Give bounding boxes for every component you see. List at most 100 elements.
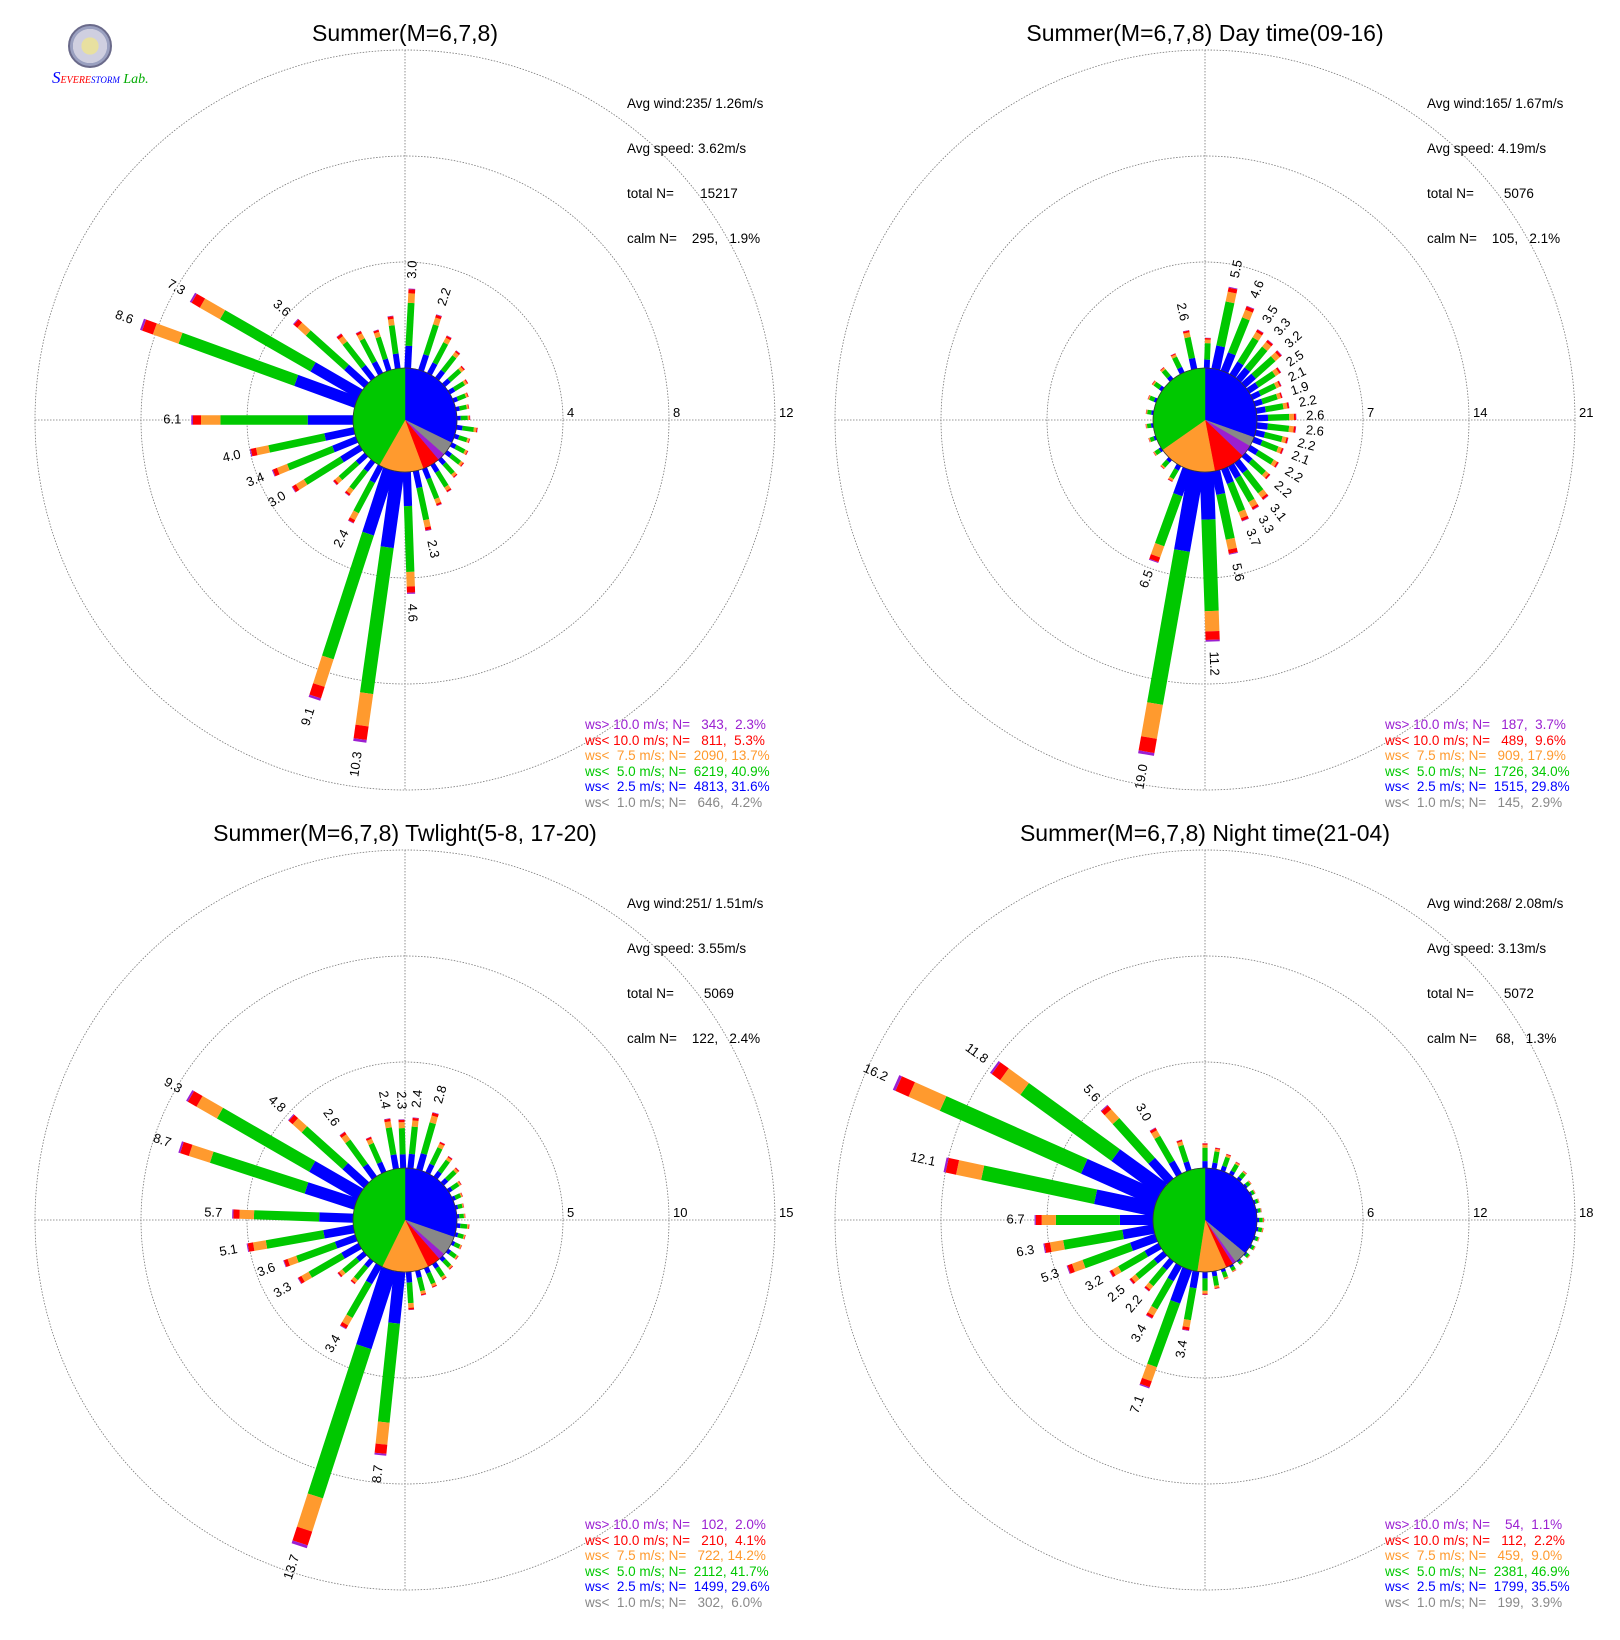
petal-value-label: 8.6	[113, 307, 135, 327]
petal: 3.7	[1221, 466, 1264, 549]
petal	[452, 392, 469, 403]
petal-segment-lt50	[1154, 448, 1162, 456]
chart-title: Summer(M=6,7,8) Day time(09-16)	[1026, 20, 1384, 46]
petal-segment-lt75	[1288, 425, 1294, 433]
petal-segment-lt75	[1232, 1269, 1237, 1272]
petal-segment-lt25	[1119, 1215, 1153, 1225]
petal-segment-lt25	[361, 364, 376, 381]
petal-segment-lt75	[374, 331, 381, 339]
petal-segment-lt10	[1257, 1237, 1260, 1242]
petal-segment-gt10	[943, 1157, 949, 1173]
petal-segment-lt25	[422, 467, 432, 480]
petal-value-label: 2.8	[430, 1084, 449, 1106]
avg-wind: Avg wind:268/ 2.08m/s	[1427, 896, 1564, 911]
petal-segment-lt50	[346, 1280, 372, 1318]
petal-segment-lt50	[1169, 468, 1179, 480]
petal	[1145, 409, 1154, 415]
petal: 2.6	[1256, 422, 1325, 439]
petal-segment-gt10	[1160, 466, 1164, 470]
petal-segment-lt50	[442, 462, 455, 475]
petal-segment-lt75	[443, 337, 451, 345]
petal-segment-lt10	[895, 1076, 915, 1097]
petal: 2.5	[1104, 1251, 1168, 1305]
petal-segment-lt50	[1202, 1278, 1208, 1291]
petal-segment-lt50	[1242, 469, 1264, 494]
petal	[449, 442, 469, 456]
petal-segment-lt10	[467, 404, 470, 409]
petal-segment-lt75	[342, 1314, 353, 1326]
petal-segment-lt50	[1244, 1252, 1250, 1258]
petal-segment-gt10	[249, 448, 253, 457]
petal-segment-lt25	[363, 459, 376, 472]
avg-wind: Avg wind:165/ 1.67m/s	[1427, 96, 1564, 111]
petal-segment-lt25	[423, 1266, 431, 1274]
petal-segment-lt25	[1250, 390, 1261, 400]
ring-tick-label: 6	[1367, 1205, 1374, 1220]
petal-segment-lt50	[305, 330, 349, 370]
petal-segment-lt75	[1168, 476, 1174, 482]
petal	[1220, 1153, 1232, 1172]
petals: 2.65.54.63.53.33.22.52.11.92.22.62.62.22…	[1131, 258, 1324, 790]
petals: 3.02.22.34.610.39.12.43.03.44.06.18.67.3…	[113, 260, 478, 778]
stats-block: Avg wind:251/ 1.51m/s Avg speed: 3.55m/s…	[627, 866, 763, 1076]
petal: 2.2	[1255, 392, 1318, 414]
petal-segment-lt25	[456, 1214, 460, 1219]
petal-segment-lt75	[1171, 354, 1177, 359]
petal-segment-lt50	[1263, 431, 1283, 443]
petal-segment-gt10	[308, 694, 321, 701]
petal-segment-lt10	[475, 427, 478, 433]
petal-segment-lt25	[369, 464, 384, 484]
petal-segment-lt75	[334, 476, 343, 484]
petal-segment-lt10	[469, 415, 471, 420]
petal-segment-lt75	[1252, 1189, 1256, 1194]
petal-segment-lt25	[310, 362, 363, 399]
petal-value-label: 5.6	[1080, 1081, 1103, 1104]
petal-segment-lt25	[1158, 385, 1165, 392]
petal-segment-gt10	[436, 503, 442, 507]
petal-segment-lt25	[382, 358, 392, 372]
petal-segment-lt25	[442, 378, 451, 387]
petal-segment-gt10	[1145, 424, 1147, 429]
petal-segment-gt10	[1148, 558, 1159, 563]
petal-segment-gt10	[455, 1167, 460, 1172]
petal-value-label: 16.2	[861, 1060, 890, 1084]
petal-segment-lt50	[1161, 369, 1171, 379]
petal-segment-gt10	[1182, 1329, 1190, 1331]
petal-segment-lt25	[1257, 1217, 1259, 1223]
petal-segment-lt10	[340, 1321, 349, 1329]
petal-value-label: 3.0	[1133, 1100, 1155, 1123]
petal-segment-lt10	[1279, 447, 1284, 454]
petal-segment-gt10	[1043, 1243, 1047, 1254]
petal: 3.3	[1228, 463, 1277, 536]
petal-segment-lt10	[1274, 461, 1279, 468]
petal-segment-lt25	[1081, 1158, 1161, 1207]
petal: 4.8	[266, 1092, 370, 1189]
petal-segment-lt10	[187, 1091, 203, 1107]
petal-segment-lt10	[1245, 306, 1255, 313]
petal-segment-lt50	[216, 1107, 316, 1172]
legend-entry-lt10ms: ws< 1.0 m/s; N= 199, 3.9%	[1385, 1594, 1563, 1610]
inner-pie	[352, 367, 458, 473]
petal-segment-lt75	[458, 1244, 462, 1250]
legend-entry-lt25: ws< 2.5 m/s; N= 1799, 35.5%	[1385, 1579, 1570, 1594]
petal-segment-lt75	[355, 692, 374, 727]
total-count: total N= 5072	[1427, 986, 1534, 1001]
pie-outline	[352, 367, 458, 473]
petal-segment-lt25	[415, 1269, 422, 1278]
petal-segment-lt50	[1201, 519, 1219, 612]
legend-entry-lt75: ws< 7.5 m/s; N= 909, 17.9%	[1385, 748, 1566, 763]
petal-segment-lt50	[462, 425, 474, 432]
petal-segment-lt10	[453, 473, 458, 478]
petal-segment-lt75	[388, 318, 395, 326]
petal-segment-lt25	[445, 1248, 452, 1255]
petal-segment-lt50	[353, 480, 375, 514]
petal-segment-lt10	[142, 319, 157, 335]
petal-segment-lt75	[1153, 451, 1157, 456]
petal-segment-lt75	[1281, 436, 1287, 444]
petal-segment-lt25	[1236, 1258, 1241, 1263]
petal	[387, 315, 401, 369]
petal	[445, 1248, 459, 1260]
petal	[1160, 457, 1172, 470]
petal-segment-lt50	[1172, 356, 1182, 370]
petal	[450, 1240, 463, 1250]
